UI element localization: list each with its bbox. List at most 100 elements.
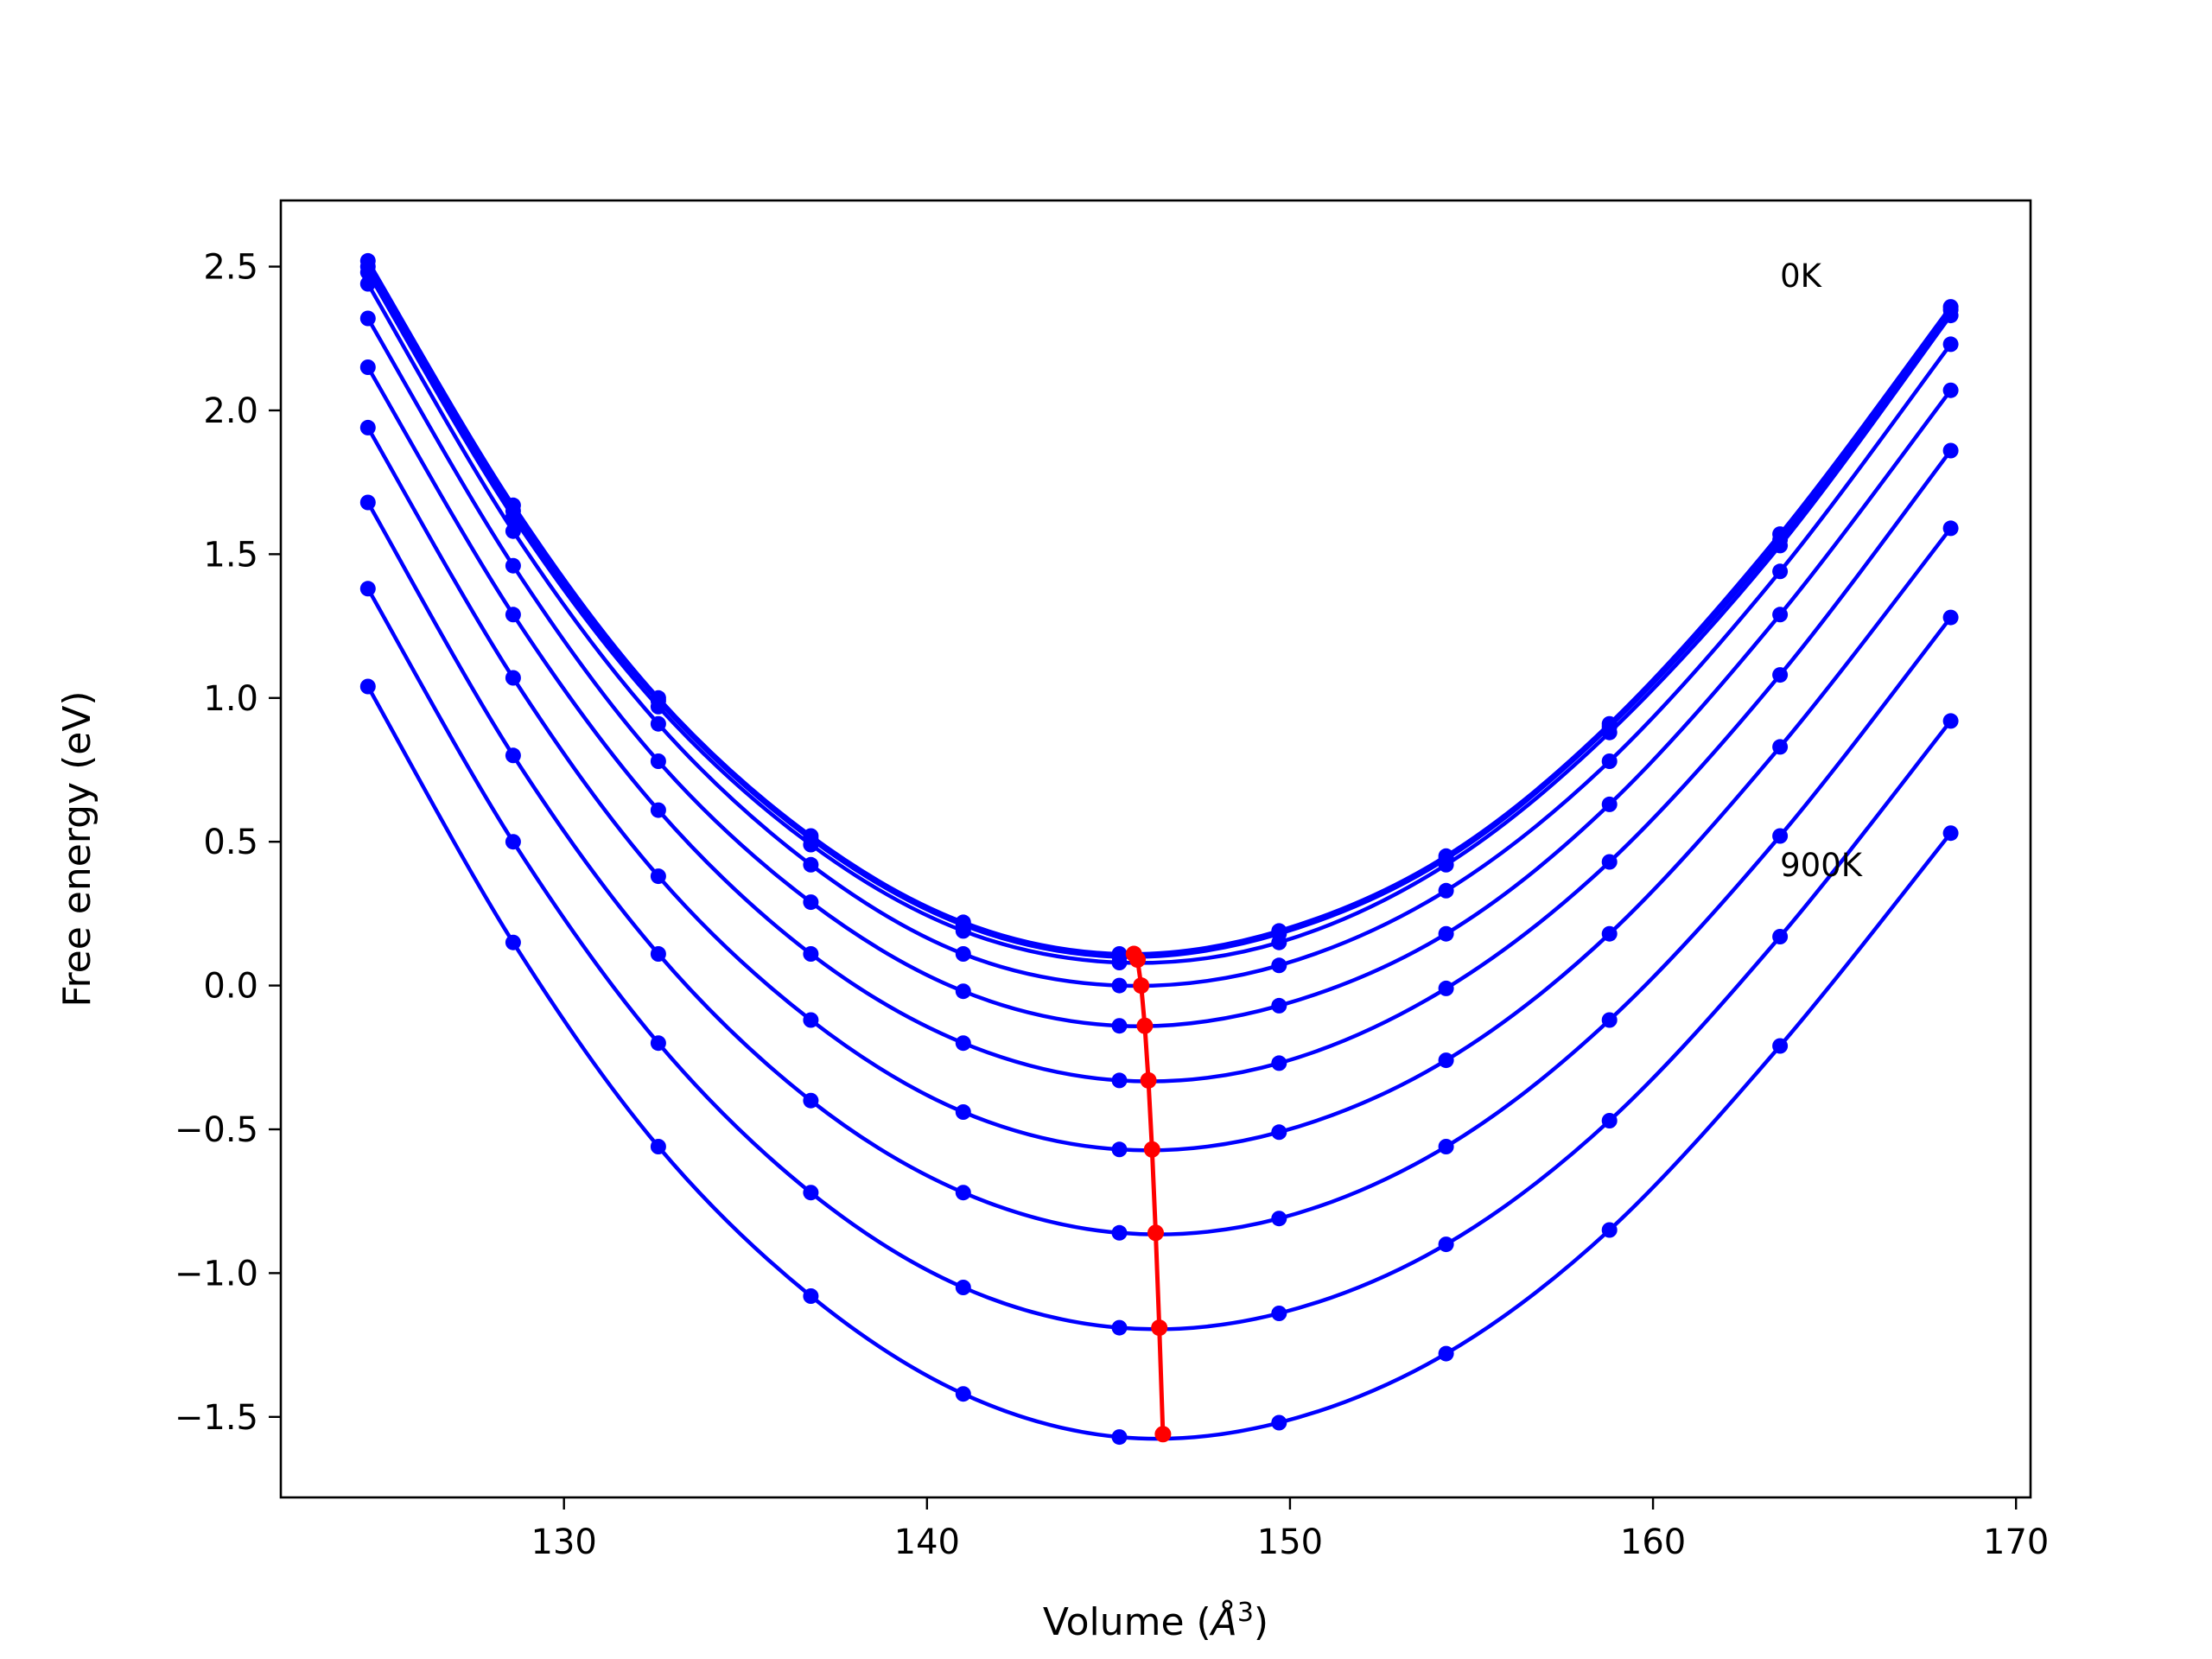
data-point-3-1 [505,523,521,539]
data-point-7-4 [955,1185,971,1201]
data-point-3-4 [955,946,971,962]
data-point-6-6 [1271,1124,1287,1141]
data-point-5-3 [803,946,819,962]
data-point-5-1 [505,607,521,623]
data-point-5-2 [650,802,666,818]
data-point-9-5 [1111,1429,1128,1446]
x-axis-label-text: Volume ( [1043,1600,1211,1644]
minimum-point-1 [1129,951,1146,969]
data-point-6-8 [1601,925,1618,942]
data-point-3-2 [650,715,666,732]
data-point-7-3 [803,1092,819,1109]
x-axis-label-unit: Å [1209,1599,1237,1644]
data-point-8-2 [650,1035,666,1052]
data-point-4-0 [359,310,376,327]
data-point-4-4 [955,983,971,1000]
data-point-8-6 [1271,1306,1287,1321]
annotation-1: 900K [1780,847,1864,884]
data-point-8-3 [803,1185,819,1201]
annotation-0: 0K [1780,257,1823,295]
data-point-6-5 [1111,1141,1128,1158]
x-axis-label: Volume (Å3) [1043,1598,1268,1644]
data-point-2-2 [650,698,666,715]
data-point-7-6 [1271,1211,1287,1227]
data-point-7-7 [1438,1139,1454,1154]
data-point-5-0 [359,359,376,375]
x-axis-label-exponent: 3 [1237,1598,1254,1628]
data-point-5-7 [1438,980,1454,996]
x-tick-label-1: 140 [894,1522,960,1562]
data-point-9-7 [1438,1345,1454,1362]
data-point-6-4 [955,1104,971,1120]
data-point-7-0 [359,494,376,511]
data-point-7-1 [505,747,521,764]
data-point-9-3 [803,1288,819,1304]
data-point-4-1 [505,557,521,574]
data-point-6-9 [1772,739,1789,755]
data-point-9-4 [955,1386,971,1402]
y-tick-label-6: 1.5 [203,535,258,575]
data-point-2-9 [1772,537,1789,554]
data-point-3-9 [1772,563,1789,580]
minimum-point-8 [1154,1426,1172,1443]
data-point-6-1 [505,670,521,686]
data-point-9-10 [1942,825,1959,842]
data-point-3-3 [803,856,819,873]
y-tick-label-8: 2.5 [203,248,258,288]
data-point-5-10 [1942,442,1959,459]
data-point-7-2 [650,946,666,962]
data-point-6-3 [803,1012,819,1028]
x-tick-label-3: 160 [1620,1522,1686,1562]
data-point-2-0 [359,264,376,281]
data-point-8-9 [1772,929,1789,944]
data-point-4-9 [1772,607,1789,623]
data-point-3-10 [1942,336,1959,353]
data-point-2-1 [505,509,521,525]
data-point-9-1 [505,934,521,950]
data-point-9-6 [1271,1414,1287,1431]
data-point-2-6 [1271,934,1287,950]
minimum-point-7 [1151,1319,1168,1337]
data-point-2-8 [1601,724,1618,741]
plot-frame [279,199,2032,1499]
data-point-4-7 [1438,925,1454,942]
data-point-3-6 [1271,957,1287,974]
data-point-8-7 [1438,1236,1454,1253]
data-point-7-9 [1772,828,1789,844]
y-tick-label-0: −1.5 [175,1398,258,1438]
data-point-7-8 [1601,1012,1618,1028]
data-point-4-6 [1271,997,1287,1014]
data-point-9-8 [1601,1222,1618,1238]
minimum-point-4 [1140,1071,1157,1089]
data-point-8-4 [955,1280,971,1295]
data-point-9-0 [359,678,376,695]
data-point-6-0 [359,419,376,435]
points-layer [359,252,1959,1446]
data-point-8-0 [359,581,376,597]
y-tick-label-3: 0.0 [203,967,258,1007]
data-point-4-2 [650,753,666,769]
y-axis: −1.5 −1.0 −0.5 0.0 0.5 1.0 1.5 2.0 2.5 [175,248,281,1438]
data-point-2-5 [1111,955,1128,970]
data-point-5-8 [1601,854,1618,870]
x-tick-label-4: 170 [1983,1522,2049,1562]
data-point-8-10 [1942,713,1959,729]
data-point-8-5 [1111,1319,1128,1336]
minimum-point-5 [1143,1141,1160,1158]
data-point-2-3 [803,836,819,853]
data-point-2-10 [1942,308,1959,324]
data-point-2-4 [955,923,971,939]
data-point-4-10 [1942,382,1959,398]
data-point-6-10 [1942,520,1959,537]
data-point-8-1 [505,834,521,850]
data-point-4-5 [1111,1018,1128,1034]
data-point-5-4 [955,1035,971,1052]
data-point-5-5 [1111,1072,1128,1089]
minimum-point-2 [1133,977,1150,995]
data-point-5-6 [1271,1055,1287,1071]
x-tick-label-2: 150 [1257,1522,1323,1562]
data-point-6-7 [1438,1052,1454,1069]
data-point-3-0 [359,276,376,292]
